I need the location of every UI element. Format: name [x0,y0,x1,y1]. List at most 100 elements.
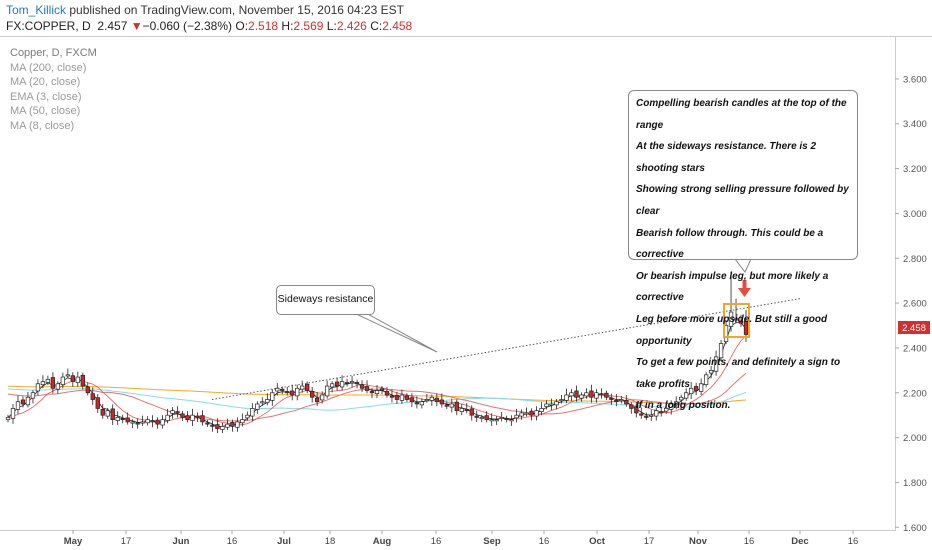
bear-candle [574,390,579,398]
price-tag-bg [898,321,930,334]
resistance-callout: Sideways resistance [276,285,375,315]
bear-candle [125,417,130,423]
candles [5,271,749,434]
high-label: H: [281,19,294,33]
bull-candle [329,383,335,388]
low-value: 2.426 [336,19,367,33]
bull-candle [524,412,529,415]
time-axis: May 17 Jun 16 Jul 18 Aug 16 Sep 16 Oct 17 Nov 16 Dec 16 [64,530,858,547]
bear-candle [85,386,90,394]
bear-candle [305,383,310,391]
bull-candle [165,414,170,421]
bear-candle [379,388,385,391]
bear-candle [95,397,100,409]
ma50-line [7,388,747,411]
x-tick-label: 16 [227,536,238,547]
bull-candle [270,392,275,401]
bear-candle [285,391,290,394]
y-tick-label: 2.400 [903,343,927,354]
bull-candle [5,417,11,421]
note-line: Or bearish impulse leg, but more likely … [636,270,829,304]
legend-item: EMA (3, close) [10,90,82,103]
close-label: C: [370,19,383,33]
bull-candle [115,417,120,421]
bear-candle [469,408,474,416]
bull-candle [688,387,694,395]
bull-candle [30,392,36,399]
bull-candle [35,383,41,392]
bull-candle [674,401,679,406]
bull-candle [679,396,684,401]
y-tick-label: 2.800 [903,254,927,265]
price-change: −0.060 (−2.38%) [142,19,233,33]
bear-candle [100,409,105,416]
bull-candle [424,399,430,402]
bear-candle [624,400,629,405]
bear-candle [639,413,644,416]
x-tick-label: Oct [589,536,606,547]
legend-item: MA (8, close) [10,119,75,132]
bear-candle [614,400,619,403]
bull-candle [708,369,714,374]
x-tick-label: 16 [431,536,442,547]
bear-candle [70,375,75,382]
bull-candle [374,390,380,395]
analysis-note: Compelling bearish candles at the top of… [628,90,858,411]
bull-candle [584,392,589,397]
bull-candle [519,412,524,417]
bear-candle [389,395,395,398]
bear-candle [185,415,190,421]
bull-candle [250,408,255,417]
bull-candle [559,399,564,402]
bull-candle [549,403,554,406]
y-tick-label: 3.400 [903,119,927,130]
note-line: If in a long position. [636,400,731,412]
bull-candle [45,378,51,383]
bull-candle [713,356,719,372]
bear-candle [609,397,614,400]
bear-candle [150,420,155,423]
bull-candle [664,408,669,412]
bear-candle [354,382,360,385]
bull-candle [554,401,559,406]
bull-candle [339,381,345,388]
price-axis: 3.600 3.400 3.200 3.000 2.800 2.600 2.400 2.200… [895,74,927,534]
bear-candle [155,419,160,425]
bull-candle [225,423,230,428]
bear-candle [120,417,125,421]
bear-candle [180,413,185,418]
bull-candle [130,421,135,424]
bull-candle [295,387,300,397]
x-tick-label: 18 [325,536,336,547]
bear-candle [738,320,744,324]
last-price: 2.457 [97,19,128,33]
bear-candle [464,409,469,412]
bear-candle [743,321,749,335]
bull-candle [245,414,250,419]
bull-candle [449,403,454,408]
bear-candle [529,410,534,416]
highlight-box [723,303,750,338]
bear-candle [280,388,285,391]
legend-item: MA (20, close) [10,76,81,88]
bull-candle [10,408,16,419]
bear-candle [604,392,609,398]
bull-candle [235,421,240,428]
bear-candle [599,393,604,396]
arrow-shaft [742,280,747,289]
bull-candle [698,383,704,392]
author-link[interactable]: Tom_Killick [6,3,67,17]
legend-item: MA (200, close) [10,61,87,74]
bull-candle [65,374,70,377]
bear-candle [205,422,210,425]
bull-candle [265,399,270,403]
bull-candle [260,401,265,404]
bull-candle [539,408,544,412]
symbol-info: FX:COPPER, D 2.457 ▼−0.060 (−2.38%) O:2.… [6,19,412,33]
bear-candle [629,404,634,409]
bear-candle [444,404,449,407]
down-arrow-icon [738,280,751,297]
x-tick-label: Jun [173,536,190,547]
bear-candle [50,377,56,389]
